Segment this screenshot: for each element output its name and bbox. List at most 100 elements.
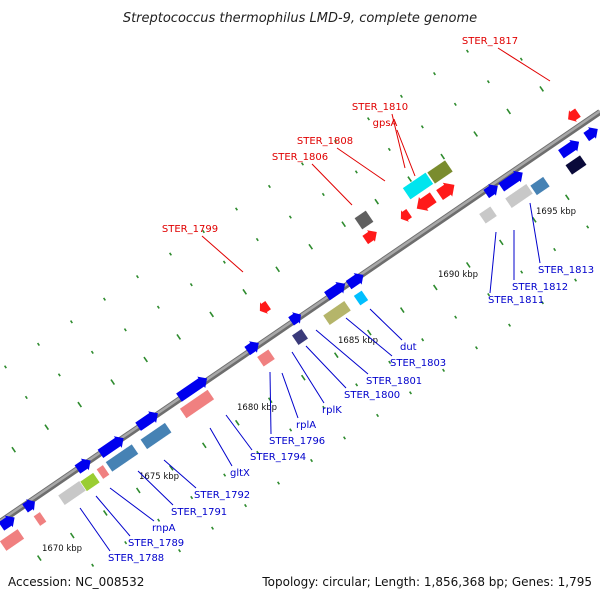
scale-tick-label: 1675 kbp bbox=[139, 472, 179, 482]
gene-arrow bbox=[22, 499, 35, 513]
gene-arrow bbox=[345, 273, 364, 290]
scale-tick bbox=[300, 374, 306, 381]
label-leaders bbox=[79, 47, 551, 552]
scale-tick bbox=[90, 350, 94, 355]
scale-tick bbox=[376, 413, 380, 418]
label-leader bbox=[396, 129, 416, 177]
scale-tick bbox=[201, 229, 205, 234]
gene-box bbox=[95, 464, 111, 480]
gene-label: STER_1791 bbox=[171, 507, 227, 518]
gene-box bbox=[256, 348, 276, 368]
scale-tick bbox=[321, 192, 325, 197]
scale-tick bbox=[69, 320, 73, 324]
gene-label: STER_1812 bbox=[512, 282, 568, 293]
scale-tick bbox=[242, 288, 248, 295]
scale-tick bbox=[486, 80, 490, 84]
accession-text: Accession: NC_008532 bbox=[8, 575, 144, 589]
scale-tick bbox=[432, 72, 436, 76]
scale-tick bbox=[342, 436, 347, 440]
label-leader bbox=[209, 427, 233, 467]
scale-tick bbox=[408, 391, 413, 395]
gene-arrow bbox=[288, 312, 301, 326]
gene-label: STER_1810 bbox=[352, 102, 408, 113]
scale-tick bbox=[432, 284, 438, 291]
scale-tick bbox=[355, 383, 359, 387]
scale-tick bbox=[300, 162, 304, 166]
scale-tick bbox=[135, 487, 141, 494]
gene-box bbox=[322, 300, 352, 326]
gene-arrow bbox=[135, 411, 158, 431]
scale-tick bbox=[531, 216, 537, 223]
scale-tick bbox=[366, 117, 370, 121]
gene-box bbox=[504, 183, 534, 209]
gene-arrow bbox=[259, 301, 271, 314]
scale-tick bbox=[454, 315, 458, 319]
gene-box bbox=[353, 289, 369, 307]
genome-summary-text: Topology: circular; Length: 1,856,368 bp… bbox=[261, 575, 592, 589]
scale-tick bbox=[210, 526, 215, 530]
scale-tick bbox=[110, 379, 116, 385]
scale-tick bbox=[387, 147, 391, 152]
gene-arrow bbox=[498, 170, 523, 192]
scale-tick bbox=[574, 278, 578, 282]
gene-box bbox=[291, 328, 309, 346]
gene-label: STER_1806 bbox=[272, 152, 328, 163]
gene-box bbox=[426, 159, 454, 185]
gene-arrow bbox=[400, 209, 412, 222]
gene-label: rplK bbox=[322, 405, 342, 416]
gene-arrow bbox=[568, 108, 581, 122]
scale-tick bbox=[308, 243, 314, 250]
scale-tick-label: 1695 kbp bbox=[536, 207, 576, 217]
scale-tick bbox=[222, 260, 226, 264]
label-leader bbox=[345, 317, 393, 357]
gene-label: STER_1803 bbox=[390, 358, 446, 369]
scale-tick bbox=[465, 49, 469, 53]
scale-tick bbox=[244, 503, 248, 508]
scale-tick bbox=[123, 328, 127, 332]
scale-tick bbox=[24, 395, 28, 400]
gene-box bbox=[529, 176, 551, 196]
gene-box bbox=[564, 154, 588, 176]
label-leader bbox=[201, 235, 244, 273]
label-leader bbox=[529, 202, 541, 264]
scale-tick bbox=[201, 442, 207, 449]
scale-tick bbox=[276, 481, 281, 485]
label-leader bbox=[225, 414, 253, 451]
scale-tick bbox=[465, 262, 471, 268]
gene-arrow bbox=[483, 184, 498, 199]
scale-tick bbox=[189, 283, 193, 287]
scale-tick bbox=[176, 334, 182, 340]
scale-tick bbox=[374, 198, 380, 205]
scale-tick bbox=[124, 541, 128, 545]
label-leader bbox=[391, 113, 406, 169]
label-leader bbox=[79, 507, 111, 552]
scale-tick bbox=[586, 225, 590, 229]
scale-ticks: 1670 kbp 1675 kbp 1680 kbp 1685 kbp 1690 kbp… bbox=[3, 49, 590, 567]
scale-tick bbox=[102, 297, 106, 301]
gene-arrow bbox=[558, 139, 580, 159]
scale-tick bbox=[209, 311, 215, 318]
scale-tick bbox=[11, 446, 17, 453]
gene-arrow bbox=[176, 376, 208, 402]
label-leader bbox=[109, 487, 155, 522]
gene-label: STER_1796 bbox=[269, 436, 325, 447]
scale-tick bbox=[388, 360, 392, 364]
scale-tick bbox=[190, 495, 194, 500]
scale-tick bbox=[421, 338, 425, 342]
scale-tick bbox=[407, 176, 413, 183]
scale-tick bbox=[508, 323, 512, 327]
scale-tick bbox=[267, 184, 271, 189]
scale-tick-label: 1685 kbp bbox=[338, 336, 378, 346]
gene-box bbox=[478, 205, 498, 225]
scale-tick bbox=[341, 221, 347, 228]
gene-box bbox=[32, 511, 48, 527]
label-leader bbox=[163, 459, 197, 489]
scale-tick bbox=[44, 424, 50, 431]
gene-arrow bbox=[244, 341, 259, 356]
scale-tick-label: 1690 kbp bbox=[438, 270, 478, 280]
gene-label: STER_1808 bbox=[297, 136, 353, 147]
gene-label: STER_1794 bbox=[250, 452, 306, 463]
gene-box bbox=[353, 209, 375, 231]
gene-label: STER_1788 bbox=[108, 553, 164, 564]
scale-tick bbox=[473, 131, 479, 137]
